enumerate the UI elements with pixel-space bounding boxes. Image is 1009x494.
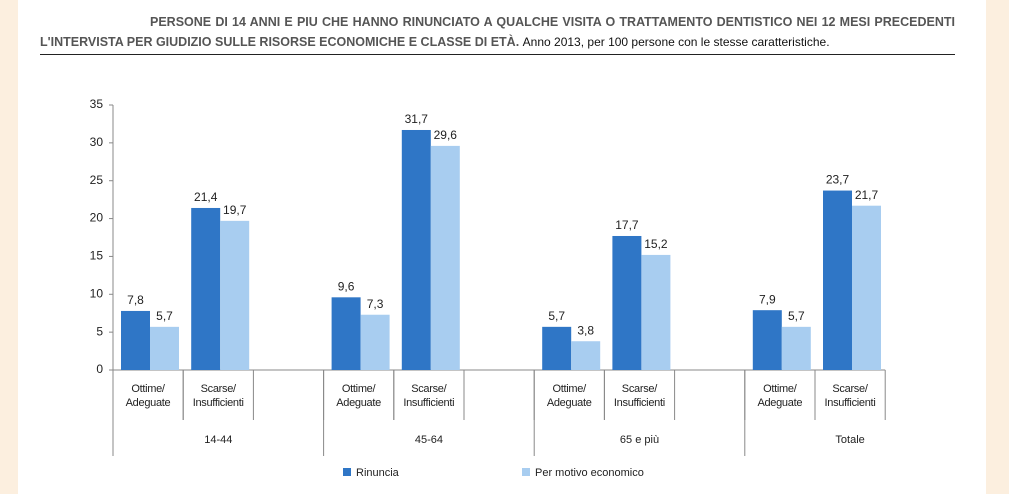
x-tick-label: Ottime/ Adeguate [757, 383, 803, 409]
bar [752, 310, 782, 370]
y-tick-label: 20 [90, 211, 104, 225]
y-tick-label: 25 [90, 173, 104, 187]
bar [430, 145, 460, 370]
bar [191, 207, 221, 370]
group-label: Totale [835, 434, 864, 446]
data-label: 31,7 [405, 112, 429, 126]
chart-subtitle: Anno 2013, per 100 persone con le stesse… [522, 35, 830, 49]
bar [220, 220, 250, 370]
bar [571, 341, 601, 370]
data-label: 17,7 [615, 218, 639, 232]
bar [823, 190, 852, 370]
legend-label: Rinuncia [356, 467, 400, 479]
data-label: 19,7 [223, 203, 247, 217]
bar [612, 235, 642, 370]
x-tick-label: Scarse/ Insufficienti [613, 383, 665, 409]
bar [542, 326, 572, 370]
x-tick-label: Scarse/ Insufficienti [192, 383, 244, 409]
data-label: 7,8 [127, 293, 144, 307]
bar [401, 129, 431, 370]
y-tick-label: 5 [96, 324, 103, 338]
bar [331, 297, 361, 370]
group-label: 45-64 [415, 434, 443, 446]
bar [781, 326, 811, 370]
data-label: 21,7 [855, 188, 879, 202]
data-label: 3,8 [577, 323, 594, 337]
title-block: PERSONE DI 14 ANNI E PIU CHE HANNO RINUN… [40, 12, 955, 55]
bar [121, 310, 150, 370]
y-tick-label: 10 [90, 286, 104, 300]
legend-label: Per motivo economico [535, 467, 644, 479]
data-label: 7,3 [367, 297, 384, 311]
group-label: 65 e più [620, 434, 659, 446]
data-label: 15,2 [644, 237, 668, 251]
legend-swatch [522, 468, 530, 476]
legend-swatch [343, 468, 351, 476]
data-label: 7,9 [759, 292, 776, 306]
data-label: 9,6 [338, 279, 355, 293]
x-tick-label: Scarse/ Insufficienti [824, 383, 876, 409]
bar [852, 205, 881, 370]
y-tick-label: 35 [90, 97, 104, 111]
data-label: 23,7 [826, 173, 850, 187]
bar [641, 254, 671, 370]
bar [150, 326, 179, 370]
data-label: 21,4 [194, 190, 218, 204]
group-label: 14-44 [204, 434, 232, 446]
bar [360, 314, 390, 370]
chart-title: PERSONE DI 14 ANNI E PIU CHE HANNO RINUN… [40, 15, 955, 49]
y-tick-label: 0 [96, 362, 103, 376]
data-label: 29,6 [434, 128, 458, 142]
x-tick-label: Ottime/ Adeguate [546, 383, 592, 409]
x-tick-label: Scarse/ Insufficienti [403, 383, 455, 409]
y-tick-label: 15 [90, 249, 104, 263]
x-tick-label: Ottime/ Adeguate [125, 383, 171, 409]
data-label: 5,7 [548, 309, 565, 323]
x-tick-label: Ottime/ Adeguate [336, 383, 381, 409]
data-label: 5,7 [788, 309, 805, 323]
y-tick-label: 30 [90, 135, 104, 149]
data-label: 5,7 [156, 309, 173, 323]
